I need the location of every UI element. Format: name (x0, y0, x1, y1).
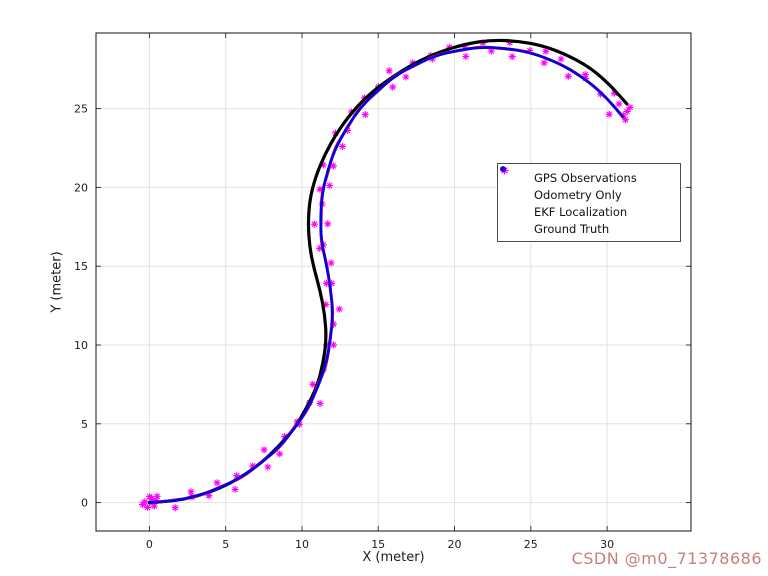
series-line (147, 38, 629, 505)
legend-label: GPS Observations (534, 170, 637, 185)
legend-label: Ground Truth (534, 221, 610, 236)
svg-text:20: 20 (74, 181, 88, 194)
tick-labels: 0 5 10 15 20 25 30 0 5 10 15 20 25 (74, 103, 614, 551)
watermark: CSDN @m0_71378686 (571, 549, 762, 568)
svg-text:0: 0 (146, 538, 153, 551)
tick-marks (96, 33, 691, 531)
svg-text:5: 5 (81, 418, 88, 431)
svg-text:15: 15 (371, 538, 385, 551)
legend-item-ground-truth: Ground Truth (498, 166, 680, 236)
legend: GPS Observations Odometry Only EKF Local… (497, 163, 681, 242)
gps-scatter (139, 39, 634, 512)
svg-text:30: 30 (600, 538, 614, 551)
svg-text:10: 10 (74, 339, 88, 352)
axes-box (95, 32, 692, 532)
grid-lines (96, 33, 691, 531)
svg-text:25: 25 (524, 538, 538, 551)
svg-text:5: 5 (222, 538, 229, 551)
series-line (148, 45, 625, 505)
legend-label: EKF Localization (534, 204, 628, 219)
svg-text:15: 15 (74, 260, 88, 273)
series-line (148, 46, 624, 504)
svg-text:25: 25 (74, 103, 88, 116)
svg-text:10: 10 (295, 538, 309, 551)
y-axis-label: Y (meter) (49, 251, 65, 313)
legend-item-odometry: Odometry Only (498, 166, 680, 202)
legend-item-gps: GPS Observations (498, 166, 680, 185)
legend-item-ekf: EKF Localization (498, 166, 680, 219)
x-axis-label: X (meter) (362, 550, 425, 565)
legend-label: Odometry Only (534, 187, 622, 202)
svg-text:20: 20 (448, 538, 462, 551)
svg-text:0: 0 (81, 497, 88, 510)
